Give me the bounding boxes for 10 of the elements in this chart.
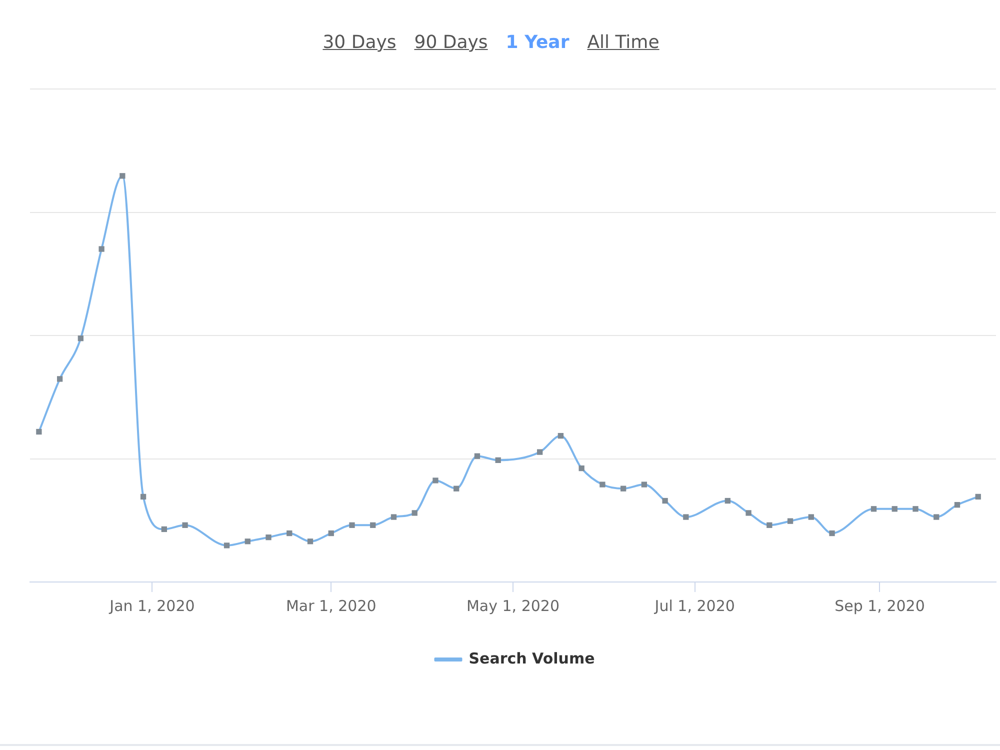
x-tick-label: Jan 1, 2020	[108, 596, 195, 615]
text: 1 Year	[506, 31, 570, 55]
x-tick-label: Jul 1, 2020	[654, 596, 735, 615]
x-tick-label: Sep 1, 2020	[834, 596, 925, 615]
x-tick-label: May 1, 2020	[466, 596, 560, 615]
text: All Time	[587, 31, 660, 55]
text: 30 Days	[322, 31, 396, 55]
legend-label: Search Volume	[468, 649, 595, 668]
x-tick-label: Mar 1, 2020	[286, 596, 376, 615]
text: 90 Days	[414, 31, 488, 55]
